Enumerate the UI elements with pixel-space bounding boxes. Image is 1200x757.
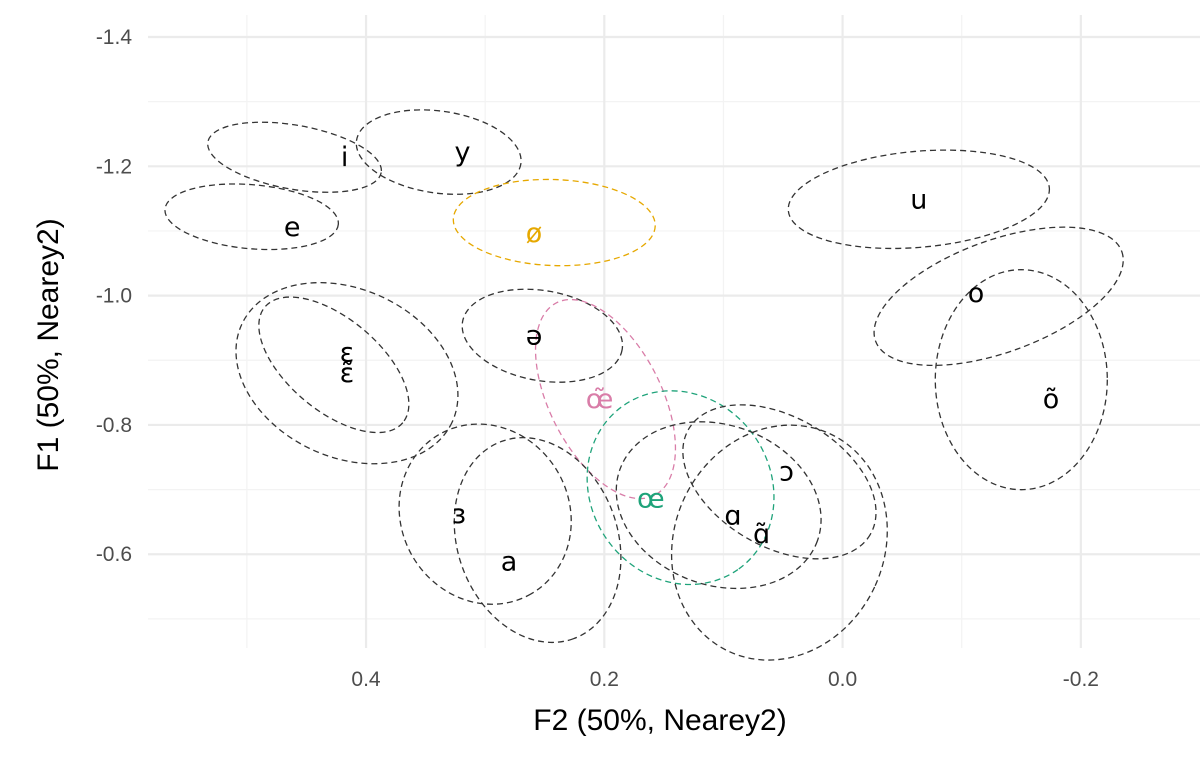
ellipse-ɛ̃ bbox=[258, 296, 410, 434]
vowel-label-y: y bbox=[455, 137, 471, 168]
ellipse-ɑ̃ bbox=[670, 424, 888, 661]
vowel-label-ɔ: ɔ bbox=[779, 456, 794, 487]
ellipse-ɛ bbox=[235, 282, 459, 465]
ellipse-u bbox=[787, 149, 1051, 250]
vowel-label-œ̃: œ̃ bbox=[586, 384, 614, 415]
ellipse-ɑ bbox=[615, 421, 822, 590]
vowel-label-a: a bbox=[501, 546, 518, 577]
vowel-label-o: o bbox=[968, 278, 985, 309]
vowel-label-e: e bbox=[284, 212, 301, 243]
ellipse-œ bbox=[586, 390, 775, 586]
ellipse-e bbox=[164, 183, 340, 251]
ellipse-ɜ bbox=[398, 423, 572, 605]
ellipse-ə bbox=[461, 288, 624, 383]
y-tick-label: -0.8 bbox=[96, 414, 132, 437]
ellipse-a bbox=[453, 436, 622, 644]
ellipse-ɔ bbox=[682, 404, 877, 560]
x-axis-title: F2 (50%, Nearey2) bbox=[533, 704, 786, 737]
y-tick-label: -0.6 bbox=[96, 543, 132, 566]
y-tick-label: -1.4 bbox=[96, 26, 133, 49]
ellipse-õ bbox=[934, 269, 1108, 491]
vowel-label-ɜ: ɜ bbox=[452, 499, 466, 530]
ellipse-o bbox=[873, 226, 1124, 367]
y-tick-label: -1.2 bbox=[96, 155, 132, 178]
x-tick-label: -0.2 bbox=[1063, 668, 1099, 691]
y-axis-title: F1 (50%, Nearey2) bbox=[32, 218, 65, 471]
vowel-label-ɑ: ɑ bbox=[724, 500, 741, 531]
vowel-label-õ: õ bbox=[1043, 384, 1060, 415]
confidence-ellipses bbox=[164, 109, 1124, 661]
y-tick-label: -1.0 bbox=[96, 285, 132, 308]
vowel-label-œ: œ bbox=[637, 484, 665, 515]
vowel-labels: i e y ø ə ɛ̃ɛ œ̃ ɜ a œ ɔ ɑ ɑ̃ u o õ bbox=[284, 137, 1059, 577]
ellipse-i bbox=[207, 121, 383, 193]
vowel-label-u: u bbox=[910, 184, 927, 215]
vowel-label-ə: ə bbox=[526, 321, 543, 352]
vowel-label-ɛ: ɛ bbox=[340, 338, 355, 369]
x-tick-label: 0.4 bbox=[351, 668, 381, 691]
ellipse-ø bbox=[452, 178, 656, 267]
x-tick-label: 0.0 bbox=[828, 668, 857, 691]
ellipse-œ̃ bbox=[534, 298, 677, 500]
ellipse-y bbox=[355, 109, 522, 195]
vowel-label-ø: ø bbox=[526, 218, 543, 249]
x-axis-ticks: 0.4 0.2 0.0 -0.2 bbox=[351, 668, 1099, 691]
vowel-label-ɑ̃: ɑ̃ bbox=[753, 519, 770, 550]
grid bbox=[148, 15, 1200, 648]
vowel-label-ɛ̃: ɛ̃ bbox=[340, 358, 355, 389]
vowel-label-i: i bbox=[341, 142, 349, 173]
x-tick-label: 0.2 bbox=[590, 668, 619, 691]
y-axis-ticks: -1.4 -1.2 -1.0 -0.8 -0.6 bbox=[96, 26, 133, 566]
